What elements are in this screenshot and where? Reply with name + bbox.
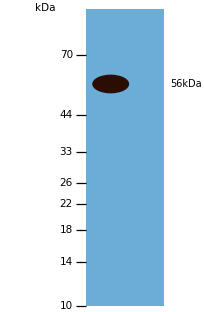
Text: kDa: kDa (35, 3, 55, 13)
Text: 56kDa: 56kDa (169, 79, 201, 89)
Text: 18: 18 (59, 225, 72, 235)
Bar (86, 9, 163, 306)
Text: 14: 14 (59, 257, 72, 267)
Text: 70: 70 (59, 50, 72, 60)
Text: 44: 44 (59, 110, 72, 120)
Text: 10: 10 (59, 301, 72, 311)
Text: 22: 22 (59, 199, 72, 209)
Ellipse shape (92, 75, 129, 93)
Text: 33: 33 (59, 147, 72, 157)
Text: 26: 26 (59, 178, 72, 188)
